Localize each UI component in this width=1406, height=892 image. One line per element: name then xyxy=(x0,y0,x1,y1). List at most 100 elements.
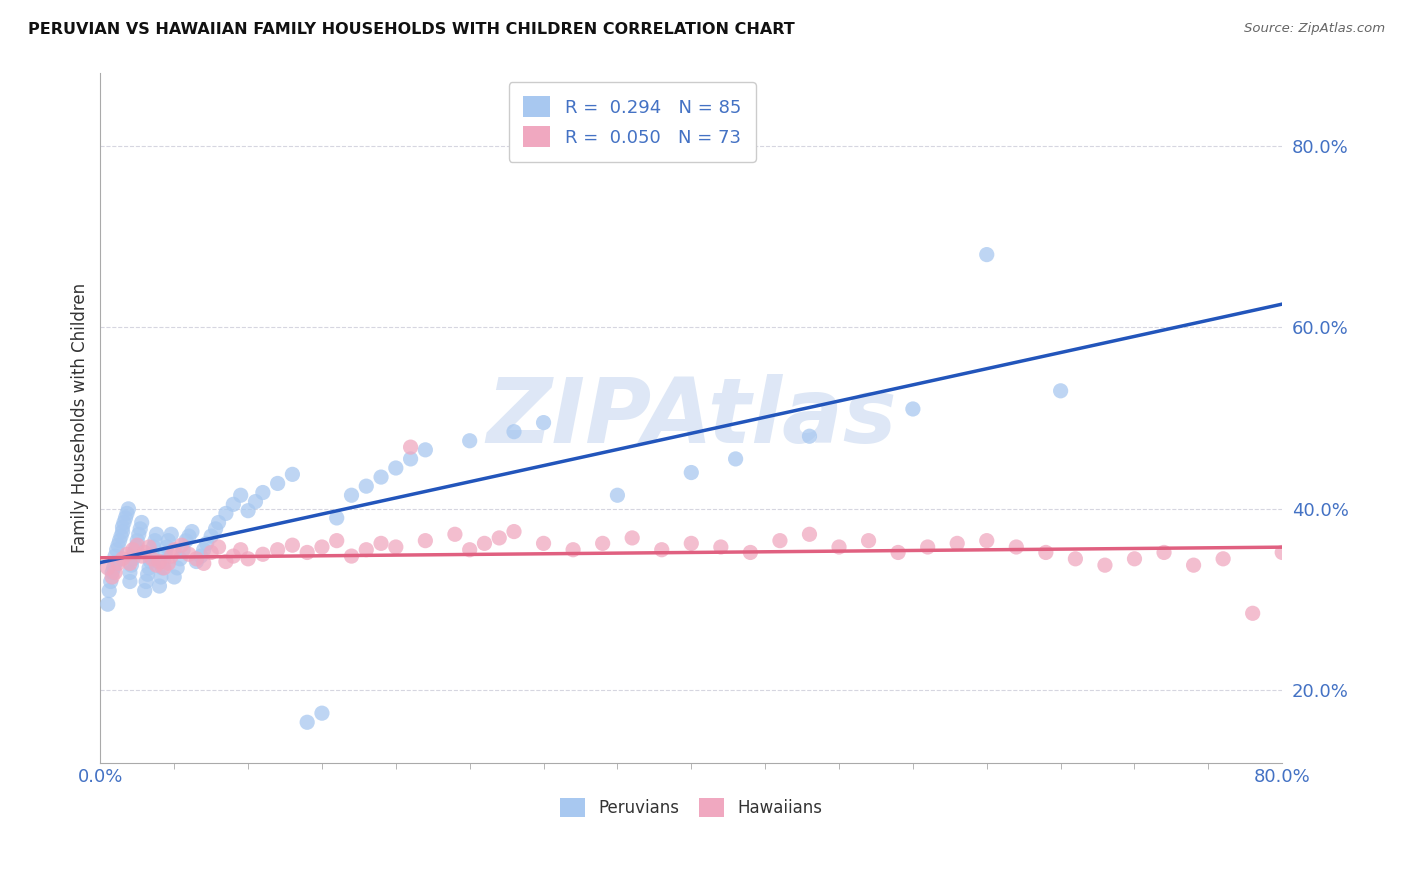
Point xyxy=(177,529,200,543)
Point xyxy=(444,527,467,541)
Point xyxy=(174,533,197,548)
Point xyxy=(172,542,194,557)
Point xyxy=(458,434,481,448)
Point xyxy=(101,566,124,580)
Point xyxy=(215,507,238,521)
Point xyxy=(105,542,128,557)
Point xyxy=(138,540,160,554)
Point xyxy=(1094,558,1116,573)
Point xyxy=(295,545,318,559)
Point xyxy=(149,570,172,584)
Point xyxy=(236,504,259,518)
Point xyxy=(129,522,152,536)
Point xyxy=(115,507,138,521)
Point xyxy=(651,542,673,557)
Point xyxy=(166,561,188,575)
Point xyxy=(134,545,156,559)
Point xyxy=(190,549,212,563)
Point xyxy=(101,570,124,584)
Point xyxy=(160,527,183,541)
Point xyxy=(740,545,762,559)
Point xyxy=(148,555,170,569)
Point xyxy=(155,547,177,561)
Point xyxy=(1212,551,1234,566)
Point xyxy=(181,524,204,539)
Point xyxy=(281,538,304,552)
Point xyxy=(104,566,127,580)
Point xyxy=(124,545,146,559)
Point xyxy=(127,538,149,552)
Point xyxy=(157,533,180,548)
Point xyxy=(97,561,120,575)
Point xyxy=(152,561,174,575)
Point xyxy=(385,461,408,475)
Point xyxy=(917,540,939,554)
Text: Source: ZipAtlas.com: Source: ZipAtlas.com xyxy=(1244,22,1385,36)
Point xyxy=(193,542,215,557)
Point xyxy=(325,511,347,525)
Point xyxy=(222,497,245,511)
Point xyxy=(901,401,924,416)
Point xyxy=(562,542,585,557)
Point xyxy=(858,533,880,548)
Point xyxy=(799,429,821,443)
Point xyxy=(118,574,141,589)
Point xyxy=(311,540,333,554)
Point xyxy=(311,706,333,721)
Point xyxy=(121,542,143,557)
Point xyxy=(946,536,969,550)
Point xyxy=(1005,540,1028,554)
Point xyxy=(976,533,998,548)
Point xyxy=(281,467,304,482)
Point xyxy=(295,715,318,730)
Point xyxy=(141,551,163,566)
Point xyxy=(207,516,229,530)
Point xyxy=(100,574,122,589)
Point xyxy=(370,536,392,550)
Point xyxy=(104,557,127,571)
Point xyxy=(681,536,703,550)
Point xyxy=(340,549,363,563)
Point xyxy=(474,536,496,550)
Point xyxy=(118,566,141,580)
Point xyxy=(157,557,180,571)
Point xyxy=(681,466,703,480)
Point xyxy=(163,570,186,584)
Point xyxy=(104,549,127,563)
Point xyxy=(215,555,238,569)
Point xyxy=(131,549,153,563)
Point xyxy=(153,561,176,575)
Point xyxy=(128,527,150,541)
Point xyxy=(356,479,378,493)
Point xyxy=(111,520,134,534)
Point xyxy=(145,527,167,541)
Point xyxy=(200,545,222,559)
Point xyxy=(592,536,614,550)
Point xyxy=(136,567,159,582)
Point xyxy=(236,551,259,566)
Point xyxy=(108,533,131,548)
Point xyxy=(186,555,208,569)
Point xyxy=(127,533,149,548)
Point xyxy=(193,557,215,571)
Point xyxy=(125,540,148,554)
Point xyxy=(163,542,186,557)
Point xyxy=(115,547,138,561)
Point xyxy=(724,451,747,466)
Point xyxy=(1064,551,1087,566)
Point xyxy=(325,533,347,548)
Point xyxy=(356,542,378,557)
Point xyxy=(1241,607,1264,621)
Y-axis label: Family Households with Children: Family Households with Children xyxy=(72,283,89,553)
Point xyxy=(1049,384,1071,398)
Point xyxy=(370,470,392,484)
Point xyxy=(170,538,193,552)
Point xyxy=(245,494,267,508)
Point xyxy=(138,561,160,575)
Point xyxy=(135,574,157,589)
Point xyxy=(222,549,245,563)
Point xyxy=(229,488,252,502)
Point xyxy=(266,542,288,557)
Point xyxy=(141,547,163,561)
Point xyxy=(177,547,200,561)
